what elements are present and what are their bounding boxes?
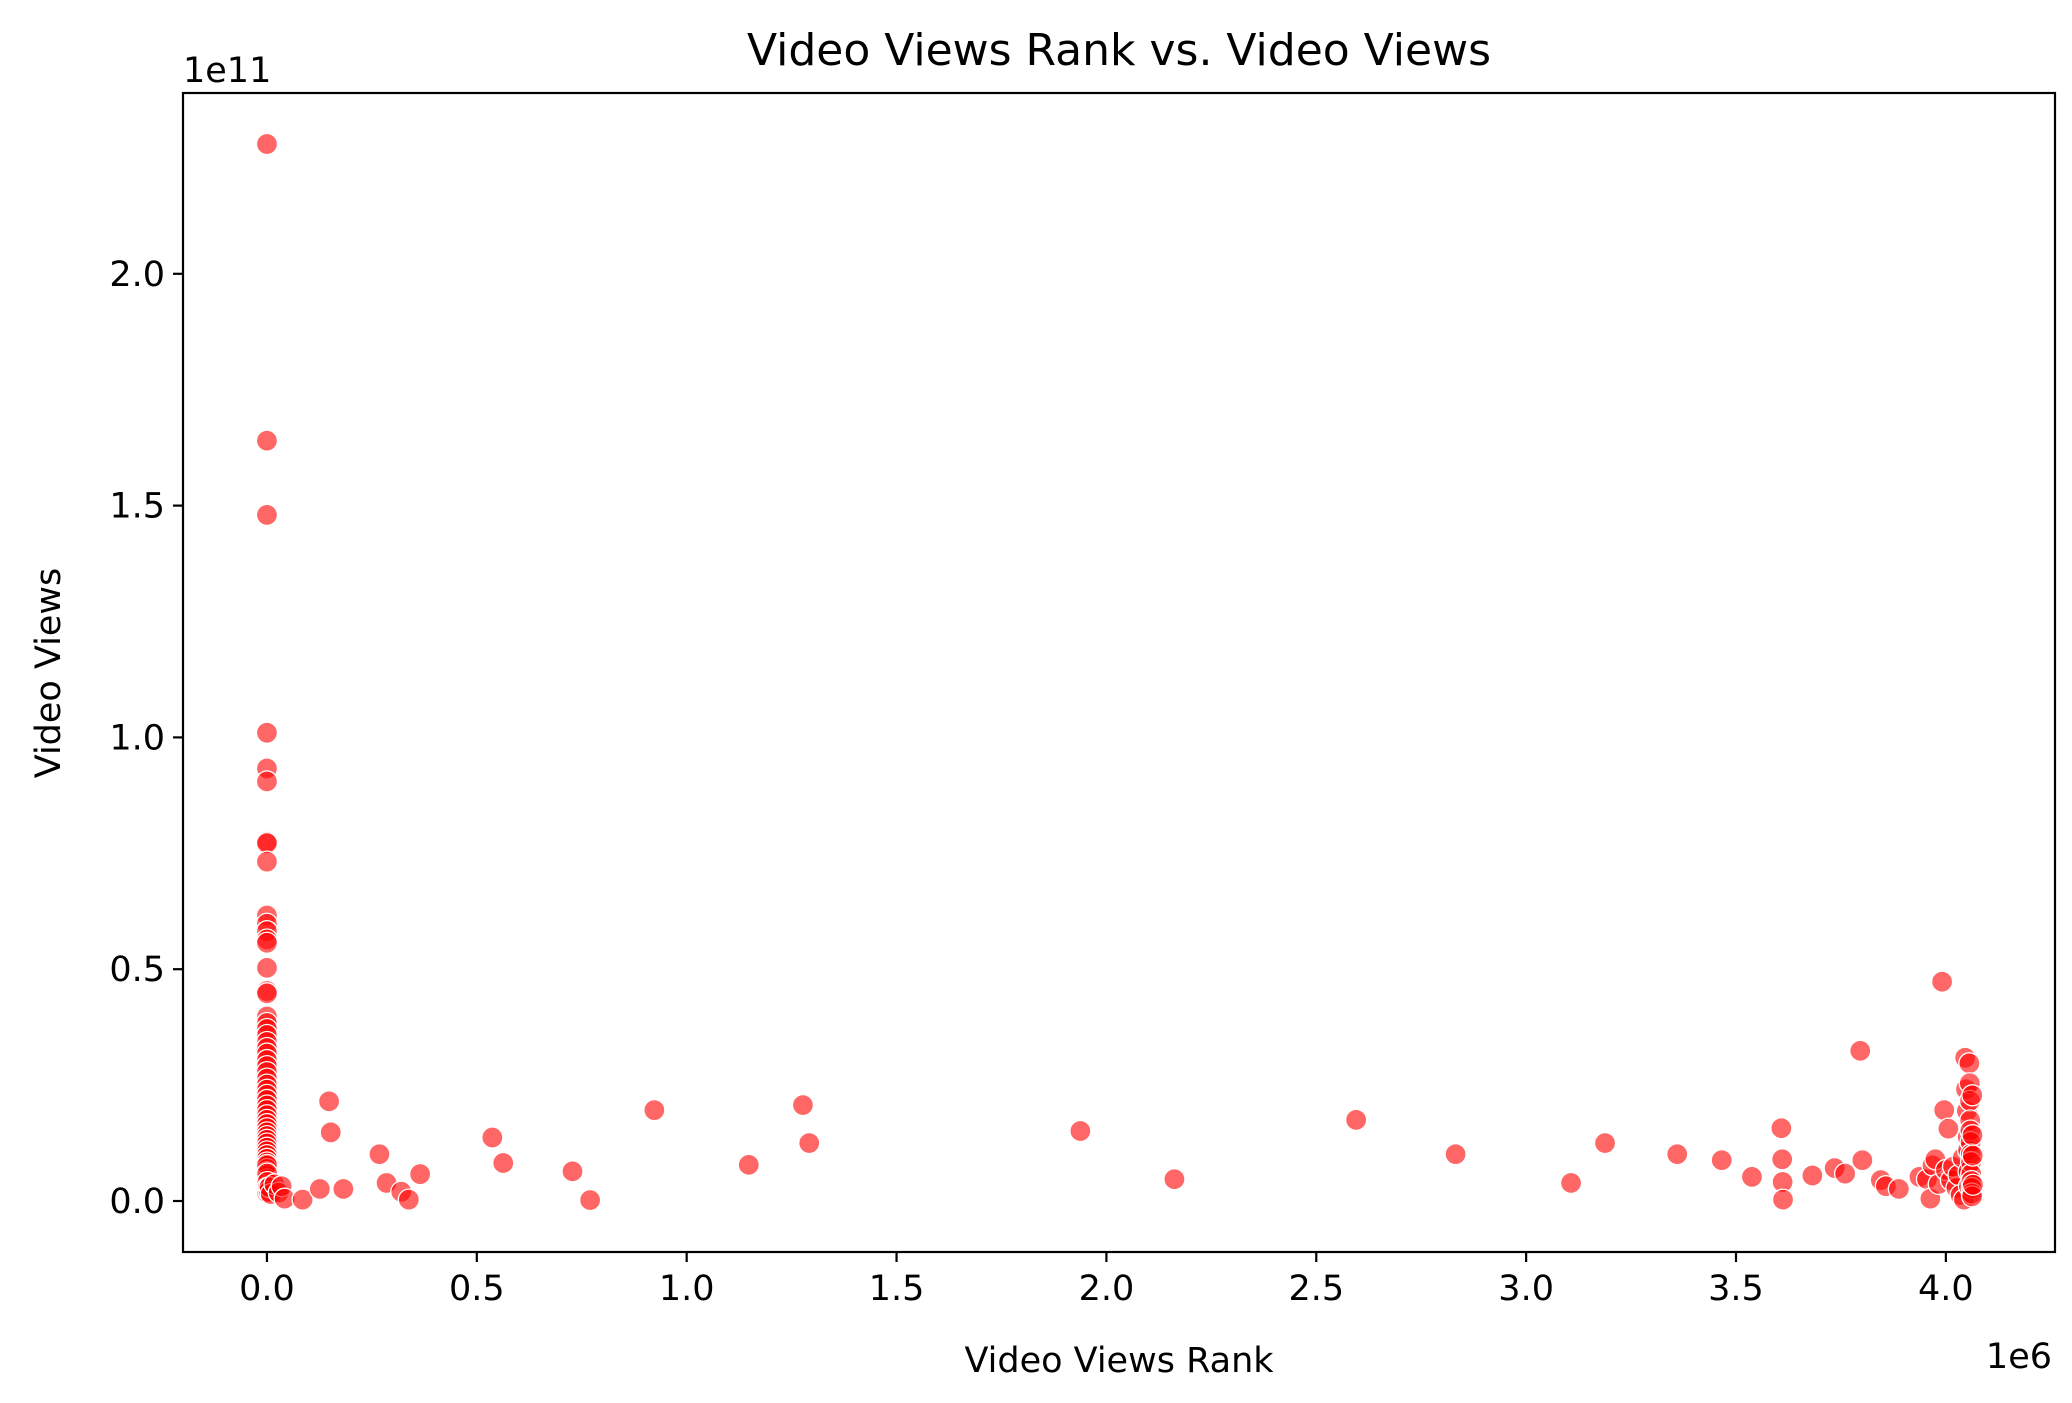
- scatter-point: [1961, 1173, 1985, 1196]
- scatter-point: [255, 956, 279, 979]
- scatter-point: [1933, 1098, 1956, 1122]
- scatter-point: [1958, 1052, 1981, 1075]
- scatter-point: [368, 1143, 391, 1166]
- scatter-point: [1849, 1039, 1872, 1062]
- y-axis-label: Video Views: [29, 568, 69, 778]
- x-axis-offset-label: 1e6: [1986, 1337, 2052, 1377]
- y-tick-label: 1.0: [109, 718, 165, 758]
- scatter-point: [255, 831, 279, 855]
- scatter-point: [255, 429, 279, 452]
- scatter-point: [1771, 1148, 1794, 1171]
- scatter-point: [255, 850, 279, 873]
- x-tick-label: 2.5: [1288, 1269, 1344, 1309]
- scatter-point: [255, 982, 279, 1005]
- scatter-point: [561, 1160, 584, 1183]
- scatter-point: [319, 1121, 342, 1144]
- x-axis-label: Video Views Rank: [964, 1341, 1274, 1381]
- y-tick-label: 0.5: [109, 950, 165, 990]
- scatter-point: [1961, 1124, 1984, 1147]
- scatter-point: [1666, 1143, 1689, 1166]
- scatter-point: [1740, 1165, 1764, 1189]
- scatter-point: [308, 1177, 331, 1201]
- scatter-point: [317, 1090, 341, 1113]
- x-tick-label: 0.5: [449, 1269, 505, 1309]
- scatter-point: [1930, 970, 1954, 993]
- scatter-point: [255, 721, 279, 744]
- x-tick-label: 1.0: [659, 1269, 715, 1309]
- scatter-point: [1344, 1108, 1368, 1132]
- scatter-point: [737, 1153, 760, 1176]
- scatter-point: [1851, 1149, 1874, 1172]
- scatter-point: [1887, 1177, 1911, 1201]
- scatter-point: [492, 1151, 515, 1175]
- scatter-point: [1163, 1168, 1186, 1191]
- scatter-point: [1801, 1164, 1824, 1187]
- scatter-point: [1710, 1149, 1733, 1172]
- scatter-point: [1069, 1119, 1092, 1143]
- scatter-point: [643, 1098, 666, 1122]
- scatter-point: [291, 1188, 314, 1211]
- y-axis-offset-label: 1e11: [183, 51, 271, 91]
- x-tick-label: 4.0: [1918, 1269, 1974, 1309]
- scatter-point: [1593, 1131, 1617, 1155]
- scatter-point: [255, 503, 279, 527]
- y-tick-label: 2.0: [109, 255, 165, 295]
- scatter-point: [481, 1126, 504, 1149]
- scatter-point: [332, 1177, 355, 1201]
- x-tick-label: 3.0: [1498, 1269, 1554, 1309]
- x-tick-label: 2.0: [1079, 1269, 1135, 1309]
- scatter-point: [798, 1131, 821, 1155]
- scatter-point: [1770, 1117, 1793, 1140]
- y-tick-label: 1.5: [109, 487, 165, 527]
- x-tick-label: 0.0: [239, 1269, 295, 1309]
- scatter-point: [578, 1188, 602, 1212]
- scatter-point: [255, 931, 279, 954]
- plot-area-frame: [181, 91, 2057, 1254]
- scatter-point: [791, 1093, 815, 1117]
- x-tick-label: 1.5: [869, 1269, 925, 1309]
- x-tick-label: 3.5: [1708, 1269, 1764, 1309]
- scatter-point: [1833, 1162, 1857, 1185]
- scatter-point: [1771, 1188, 1795, 1211]
- x-axis-ticks: 0.0 0.5 1.0 1.5 2.0 2.5 3.0 3.5 4.0: [239, 1252, 1974, 1309]
- scatter-point: [255, 132, 279, 156]
- scatter-point: [1961, 1084, 1984, 1107]
- data-points: [255, 132, 1985, 1212]
- y-tick-label: 0.0: [109, 1182, 165, 1222]
- scatter-point: [397, 1188, 420, 1211]
- y-axis-ticks: 0.0 0.5 1.0 1.5 2.0: [109, 255, 183, 1222]
- scatter-point: [1961, 1144, 1984, 1167]
- scatter-point: [1937, 1117, 1960, 1140]
- scatter-point: [408, 1162, 432, 1186]
- scatter-point: [1444, 1143, 1467, 1166]
- chart-title: Video Views Rank vs. Video Views: [747, 25, 1491, 76]
- scatter-point: [1559, 1171, 1583, 1195]
- scatter-point: [255, 770, 279, 793]
